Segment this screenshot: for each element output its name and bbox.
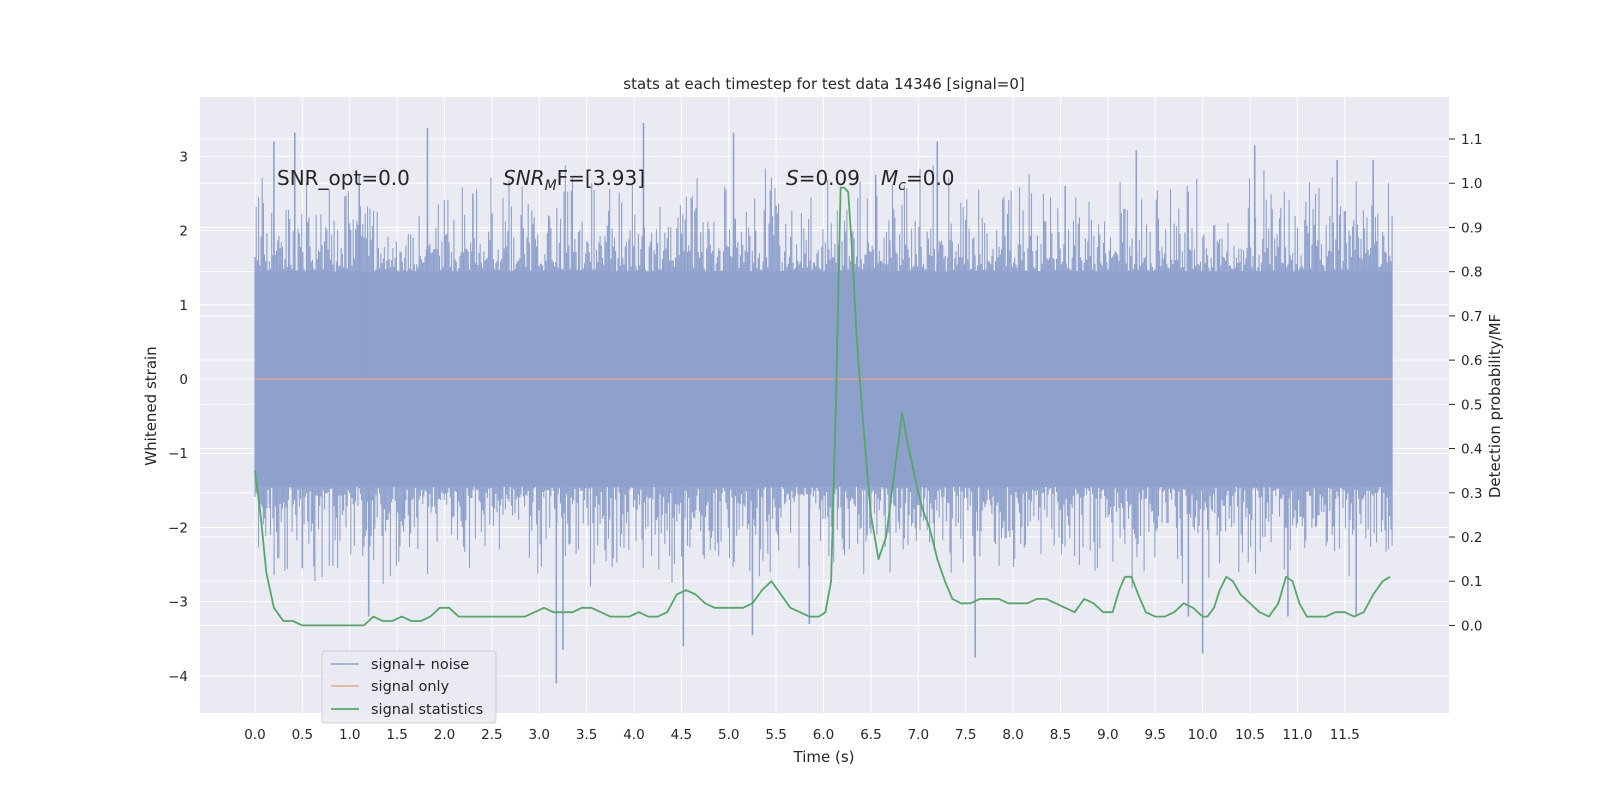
y2-tick-label: 0.5 xyxy=(1461,397,1482,413)
x-tick-label: 11.5 xyxy=(1330,727,1360,743)
x-tick-label: 3.0 xyxy=(529,727,550,743)
y2-tick-label: 0.8 xyxy=(1461,265,1482,281)
y2-tick-label: 0.9 xyxy=(1461,220,1482,236)
y2-axis-label: Detection probability/MF xyxy=(1486,314,1504,498)
x-tick-label: 7.0 xyxy=(908,727,929,743)
x-tick-label: 5.5 xyxy=(765,727,786,743)
x-tick-label: 2.0 xyxy=(434,727,455,743)
y-tick-label: 1 xyxy=(179,298,188,314)
chart-title: stats at each timestep for test data 143… xyxy=(623,75,1024,93)
x-tick-label: 10.5 xyxy=(1235,727,1265,743)
x-tick-label: 1.0 xyxy=(339,727,360,743)
y2-tick-label: 0.7 xyxy=(1461,309,1482,325)
x-tick-label: 9.5 xyxy=(1144,727,1165,743)
x-tick-label: 5.0 xyxy=(718,727,739,743)
x-tick-label: 3.5 xyxy=(576,727,597,743)
x-tick-label: 6.0 xyxy=(813,727,834,743)
y2-tick-label: 0.0 xyxy=(1461,618,1482,634)
x-tick-label: 1.5 xyxy=(386,727,407,743)
y-axis-label: Whitened strain xyxy=(142,346,160,465)
x-tick-label: 8.5 xyxy=(1050,727,1071,743)
legend-label-signal-statistics: signal statistics xyxy=(371,702,483,718)
y-tick-label: −1 xyxy=(168,446,188,462)
y2-tick-label: 0.6 xyxy=(1461,353,1482,369)
legend-label-signal-only: signal only xyxy=(371,679,450,695)
y2-tick-label: 0.4 xyxy=(1461,442,1482,458)
x-axis-label: Time (s) xyxy=(793,748,855,766)
y-tick-label: 3 xyxy=(179,149,188,165)
x-tick-label: 9.0 xyxy=(1097,727,1118,743)
annotation-s: S=0.09 xyxy=(786,166,860,190)
x-tick-label: 10.0 xyxy=(1188,727,1218,743)
x-tick-label: 0.5 xyxy=(292,727,313,743)
annotation-snr-mf: SNRMF=[3.93] xyxy=(503,166,645,194)
x-tick-label: 6.5 xyxy=(860,727,881,743)
signal-statistics-series xyxy=(254,186,1391,627)
legend: signal+ noise signal only signal statist… xyxy=(321,650,497,724)
annotation-mc: Mc=0.0 xyxy=(881,166,955,194)
x-tick-label: 11.0 xyxy=(1282,727,1312,743)
x-tick-label: 0.0 xyxy=(244,727,265,743)
y-tick-label: −3 xyxy=(168,595,188,611)
y-tick-label: 2 xyxy=(179,224,188,240)
y2-tick-label: 0.1 xyxy=(1461,574,1482,590)
y-tick-label: 0 xyxy=(179,372,188,388)
annotation-snr-opt: SNR_opt=0.0 xyxy=(277,166,410,190)
x-tick-label: 4.0 xyxy=(623,727,644,743)
y-tick-label: −4 xyxy=(168,669,188,685)
legend-label-signal-noise: signal+ noise xyxy=(371,657,469,673)
y2-tick-label: 1.1 xyxy=(1461,132,1482,148)
legend-box xyxy=(321,650,497,724)
y-tick-label: −2 xyxy=(168,520,188,536)
x-tick-label: 8.0 xyxy=(1002,727,1023,743)
y2-tick-label: 1.0 xyxy=(1461,176,1482,192)
x-tick-label: 7.5 xyxy=(955,727,976,743)
x-ticks: 0.0 0.5 1.0 1.5 2.0 2.5 3.0 3.5 4.0 4.5 5.0 5.5 6.0 6… xyxy=(244,727,1360,743)
y2-ticks: 1.1 1.0 0.9 0.8 0.7 0.6 0.5 0.4 0.3 0.2 0.1 0.0 xyxy=(1449,132,1482,634)
y-ticks: 3 2 1 0 −1 −2 −3 −4 xyxy=(168,149,188,685)
x-tick-label: 4.5 xyxy=(671,727,692,743)
x-tick-label: 2.5 xyxy=(481,727,502,743)
y2-tick-label: 0.2 xyxy=(1461,530,1482,546)
y2-tick-label: 0.3 xyxy=(1461,486,1482,502)
